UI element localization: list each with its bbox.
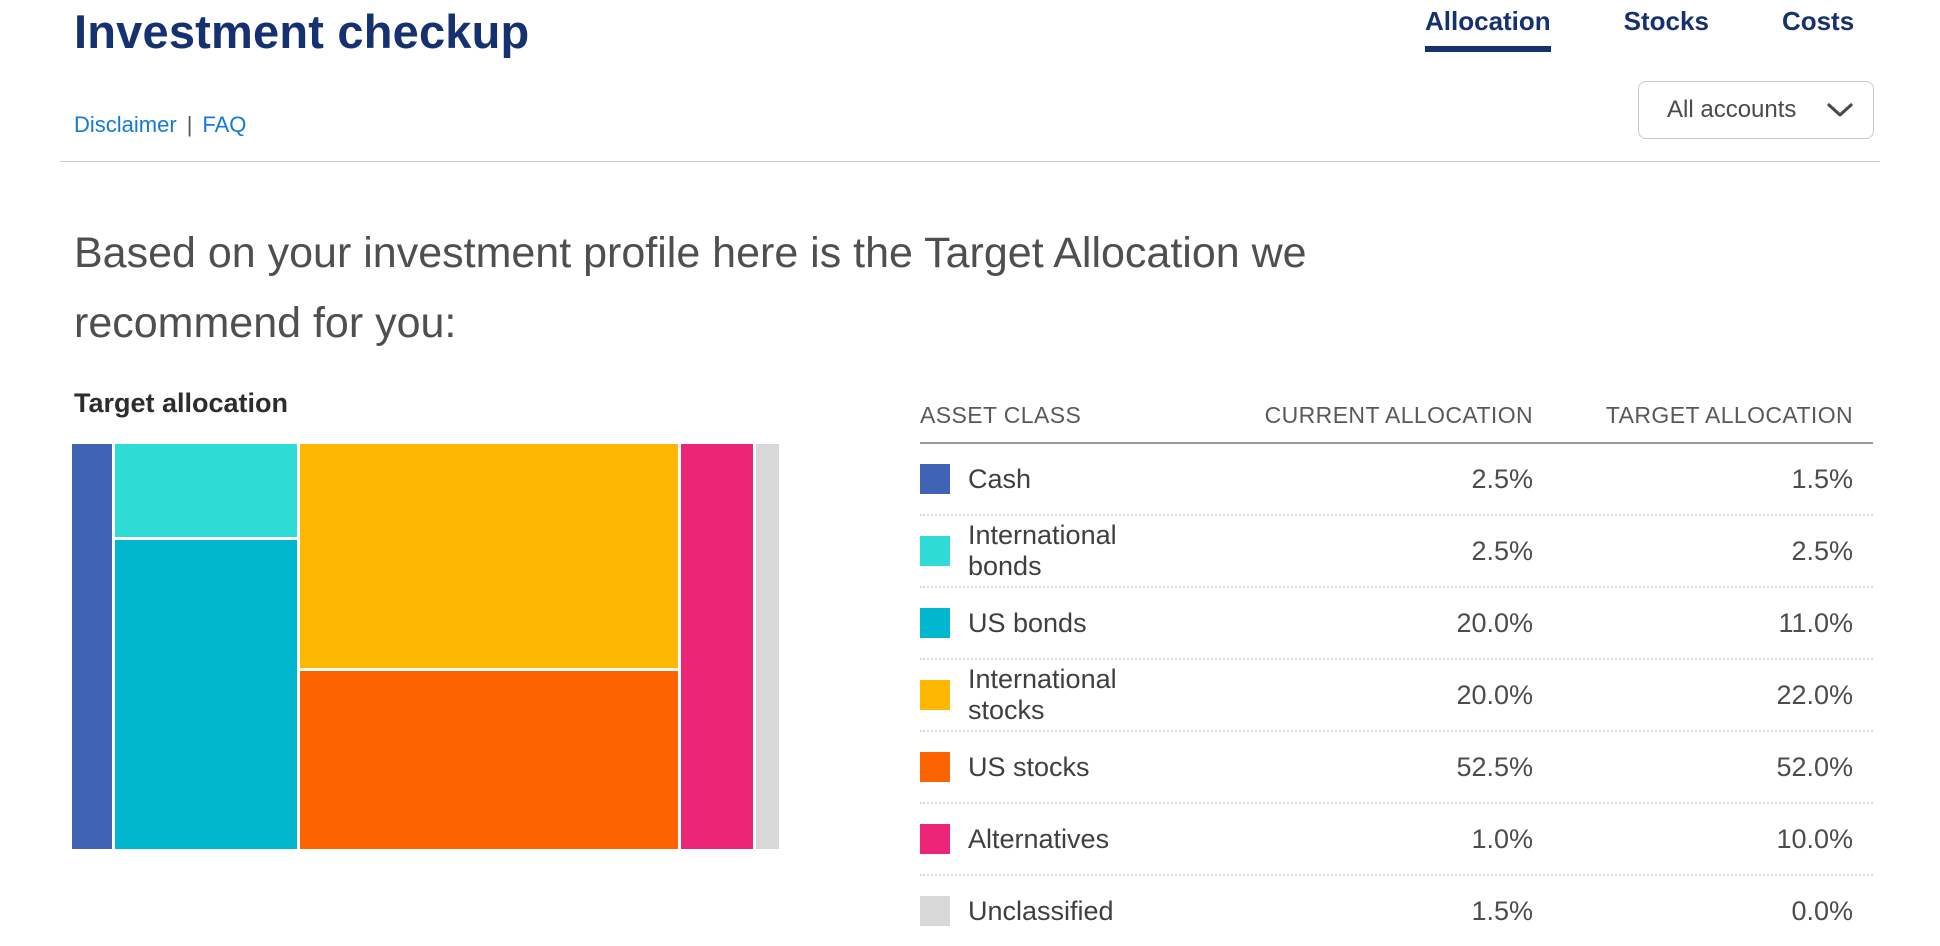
disclaimer-link[interactable]: Disclaimer xyxy=(74,112,177,137)
table-row: International stocks 20.0% 22.0% xyxy=(920,660,1873,732)
asset-color-swatch xyxy=(920,608,950,638)
account-filter-value: All accounts xyxy=(1667,96,1797,123)
asset-class-label: US bonds xyxy=(968,607,1087,638)
current-allocation-value: 20.0% xyxy=(1456,607,1533,638)
intro-line-2: recommend for you: xyxy=(74,299,457,347)
link-separator: | xyxy=(186,112,193,137)
target-allocation-value: 11.0% xyxy=(1778,607,1853,638)
tabs: Allocation Stocks Costs xyxy=(1425,6,1854,52)
asset-color-swatch xyxy=(920,752,950,782)
treemap-title: Target allocation xyxy=(74,388,289,418)
chevron-down-icon xyxy=(1827,102,1853,118)
asset-class-label: International stocks xyxy=(968,664,1117,725)
treemap-segment-us-stocks[interactable] xyxy=(300,671,678,849)
col-header-asset-class: ASSET CLASS xyxy=(920,402,1082,428)
allocation-table: ASSET CLASS CURRENT ALLOCATION TARGET AL… xyxy=(920,402,1873,946)
asset-class-label: International bonds xyxy=(968,520,1117,581)
header-divider xyxy=(60,161,1880,162)
asset-color-swatch xyxy=(920,464,950,494)
treemap-segment-us-bonds[interactable] xyxy=(114,539,297,849)
current-allocation-value: 1.0% xyxy=(1471,823,1533,854)
treemap-segment-international-bonds[interactable] xyxy=(114,444,297,537)
header-links: Disclaimer | FAQ xyxy=(74,112,246,138)
treemap-segment-international-stocks[interactable] xyxy=(300,444,678,668)
account-filter-dropdown[interactable]: All accounts xyxy=(1638,81,1874,139)
faq-link[interactable]: FAQ xyxy=(202,112,247,137)
current-allocation-value: 2.5% xyxy=(1471,463,1533,494)
asset-class-label: US stocks xyxy=(968,751,1090,782)
tab-stocks[interactable]: Stocks xyxy=(1623,6,1709,36)
col-header-current-allocation: CURRENT ALLOCATION xyxy=(1264,402,1533,428)
current-allocation-value: 2.5% xyxy=(1471,535,1533,566)
table-row: Alternatives 1.0% 10.0% xyxy=(920,804,1873,876)
asset-color-swatch xyxy=(920,896,950,926)
intro-line-1: Based on your investment profile here is… xyxy=(74,229,1307,277)
asset-color-swatch xyxy=(920,824,950,854)
target-allocation-value: 0.0% xyxy=(1791,895,1853,926)
table-header: ASSET CLASS CURRENT ALLOCATION TARGET AL… xyxy=(920,402,1873,444)
tab-allocation[interactable]: Allocation xyxy=(1425,6,1551,52)
tab-costs[interactable]: Costs xyxy=(1781,6,1855,36)
current-allocation-value: 20.0% xyxy=(1456,679,1533,710)
table-row: US bonds 20.0% 11.0% xyxy=(920,588,1873,660)
asset-color-swatch xyxy=(920,536,950,566)
table-row: International bonds 2.5% 2.5% xyxy=(920,516,1873,588)
current-allocation-value: 1.5% xyxy=(1471,895,1533,926)
target-allocation-value: 1.5% xyxy=(1791,463,1853,494)
target-allocation-value: 10.0% xyxy=(1776,823,1853,854)
asset-class-label: Cash xyxy=(968,463,1032,494)
allocation-table-body: Cash 2.5% 1.5% International bonds 2.5% 2.5% U… xyxy=(920,444,1873,946)
target-allocation-value: 2.5% xyxy=(1791,535,1853,566)
treemap xyxy=(72,444,779,849)
table-row: Unclassified 1.5% 0.0% xyxy=(920,876,1873,946)
treemap-segment-cash[interactable] xyxy=(72,444,113,849)
target-allocation-value: 52.0% xyxy=(1776,751,1853,782)
asset-class-label: Unclassified xyxy=(968,895,1114,926)
table-row: Cash 2.5% 1.5% xyxy=(920,444,1873,516)
page-title: Investment checkup xyxy=(74,5,530,58)
col-header-target-allocation: TARGET ALLOCATION xyxy=(1605,402,1853,428)
treemap-segment-alternatives[interactable] xyxy=(681,444,753,849)
intro-text: Based on your investment profile here is… xyxy=(74,218,1307,358)
asset-color-swatch xyxy=(920,680,950,710)
treemap-segment-unclassified[interactable] xyxy=(756,444,779,849)
target-allocation-value: 22.0% xyxy=(1776,679,1853,710)
current-allocation-value: 52.5% xyxy=(1456,751,1533,782)
asset-class-label: Alternatives xyxy=(968,823,1110,854)
table-row: US stocks 52.5% 52.0% xyxy=(920,732,1873,804)
